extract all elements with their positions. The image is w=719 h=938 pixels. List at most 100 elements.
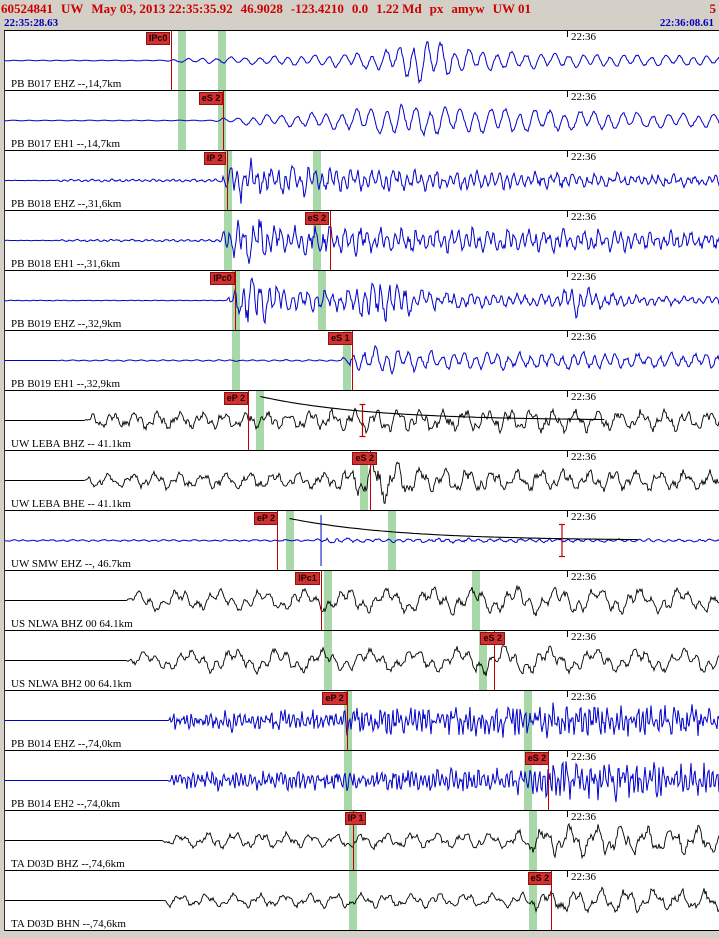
station-label: PB B017 EH1 --,14,7km bbox=[11, 138, 121, 150]
trace-panel[interactable]: 22:36 eP 2 PB B014 EHZ --,74,0km bbox=[5, 691, 719, 751]
event-analyst: amyw bbox=[451, 1, 485, 16]
minute-label: 22:36 bbox=[570, 31, 597, 43]
phase-pick-flag[interactable]: eS 2 bbox=[352, 452, 377, 465]
minute-label: 22:36 bbox=[570, 631, 597, 643]
phase-pick-line[interactable] bbox=[235, 271, 237, 330]
event-network: UW bbox=[61, 1, 84, 16]
phase-pick-line[interactable] bbox=[321, 571, 323, 630]
seismogram-trace bbox=[5, 103, 719, 138]
station-label: TA D03D BHZ --,74,6km bbox=[11, 858, 125, 870]
pick-window-bar bbox=[217, 91, 226, 150]
minute-tick-icon bbox=[566, 811, 568, 817]
event-header: 60524841 UW May 03, 2013 22:35:35.92 46.… bbox=[0, 0, 719, 18]
trace-panel[interactable]: 22:36 eP 2 UW LEBA BHZ -- 41.1km bbox=[5, 391, 719, 451]
phase-pick-line[interactable] bbox=[494, 631, 496, 690]
seismogram-trace bbox=[5, 276, 719, 325]
waveform-polyline bbox=[5, 103, 719, 138]
trace-panel[interactable]: 22:36 eS 2 PB B018 EH1 --,31,6km bbox=[5, 211, 719, 271]
waveform-polyline bbox=[5, 219, 719, 264]
seismogram-trace bbox=[5, 515, 719, 566]
minute-label: 22:36 bbox=[570, 571, 597, 583]
seismogram-trace bbox=[5, 395, 719, 438]
phase-pick-line[interactable] bbox=[248, 391, 250, 450]
station-label: UW LEBA BHZ -- 41.1km bbox=[11, 438, 131, 450]
origin-time: May 03, 2013 22:35:35.92 bbox=[91, 1, 233, 16]
minute-label: 22:36 bbox=[570, 811, 597, 823]
phase-pick-line[interactable] bbox=[551, 871, 553, 930]
phase-pick-flag[interactable]: IPc0 bbox=[145, 32, 171, 45]
phase-pick-flag[interactable]: eS 1 bbox=[328, 332, 353, 345]
event-depth: 0.0 bbox=[351, 1, 369, 16]
phase-pick-line[interactable] bbox=[227, 151, 229, 210]
trace-panel[interactable]: 22:36 IPc0 PB B017 EHZ --,14,7km bbox=[5, 31, 719, 91]
minute-tick-icon bbox=[566, 631, 568, 637]
minute-label: 22:36 bbox=[570, 451, 597, 463]
phase-pick-flag[interactable]: eS 2 bbox=[524, 752, 550, 765]
trace-panel[interactable]: 22:36 IP 2 PB B018 EHZ --,31,6km bbox=[5, 151, 719, 211]
minute-label: 22:36 bbox=[570, 91, 597, 103]
phase-pick-flag[interactable]: IP 2 bbox=[203, 152, 226, 165]
time-range-bar: 22:35:28.63 22:36:08.61 bbox=[0, 17, 719, 30]
phase-pick-flag[interactable]: eS 2 bbox=[304, 212, 330, 225]
phase-pick-flag[interactable]: eP 2 bbox=[253, 512, 279, 525]
minute-tick-icon bbox=[566, 31, 568, 37]
pick-window-bar bbox=[312, 151, 321, 210]
seismogram-trace bbox=[5, 40, 719, 85]
trace-panel[interactable]: 22:36 eS 2 US NLWA BH2 00 64.1km bbox=[5, 631, 719, 691]
trace-panel[interactable]: 22:36 eS 2 PB B017 EH1 --,14,7km bbox=[5, 91, 719, 151]
phase-pick-line[interactable] bbox=[277, 511, 279, 570]
minute-tick-icon bbox=[566, 751, 568, 757]
phase-pick-flag[interactable]: eS 2 bbox=[527, 872, 553, 885]
phase-pick-line[interactable] bbox=[329, 211, 331, 270]
minute-label: 22:36 bbox=[570, 391, 597, 403]
station-label: PB B018 EHZ --,31,6km bbox=[11, 198, 122, 210]
seismogram-trace bbox=[5, 645, 719, 677]
trace-panel[interactable]: 22:36 IPc0 PB B019 EHZ --,32,9km bbox=[5, 271, 719, 331]
minute-tick-icon bbox=[566, 271, 568, 277]
trace-panel[interactable]: 22:36 IPc1 US NLWA BHZ 00 64.1km bbox=[5, 571, 719, 631]
trace-panel[interactable]: 22:36 IP 1 TA D03D BHZ --,74,6km bbox=[5, 811, 719, 871]
pick-window-bar bbox=[479, 631, 488, 690]
phase-pick-line[interactable] bbox=[353, 811, 355, 870]
phase-pick-flag[interactable]: eP 2 bbox=[223, 392, 249, 405]
phase-pick-flag[interactable]: eS 2 bbox=[198, 92, 224, 105]
event-magnitude: 1.22 Md bbox=[376, 1, 422, 16]
phase-pick-line[interactable] bbox=[548, 751, 550, 810]
seismogram-trace bbox=[5, 461, 719, 505]
phase-pick-line[interactable] bbox=[170, 31, 172, 90]
station-label: PB B018 EH1 --,31,6km bbox=[11, 258, 121, 270]
phase-pick-flag[interactable]: eP 2 bbox=[322, 692, 347, 705]
phase-pick-line[interactable] bbox=[346, 691, 348, 750]
pick-window-bar bbox=[472, 571, 481, 630]
coda-decay-curve bbox=[260, 395, 605, 421]
phase-pick-flag[interactable]: IPc0 bbox=[210, 272, 235, 285]
phase-pick-line[interactable] bbox=[352, 331, 354, 390]
phase-pick-line[interactable] bbox=[223, 91, 225, 150]
minute-tick-icon bbox=[566, 331, 568, 337]
coda-decay-curve bbox=[289, 517, 638, 541]
event-region: UW 01 bbox=[492, 1, 532, 16]
phase-pick-flag[interactable]: IP 1 bbox=[344, 812, 367, 825]
minute-label: 22:36 bbox=[570, 211, 597, 223]
station-label: UW SMW EHZ --, 46.7km bbox=[11, 558, 131, 570]
pick-window-bar bbox=[528, 811, 537, 870]
seismogram-trace bbox=[5, 886, 719, 914]
pick-window-bar bbox=[523, 751, 532, 810]
trace-panel[interactable]: 22:36 eP 2 UW SMW EHZ --, 46.7km bbox=[5, 511, 719, 571]
phase-pick-flag[interactable]: IPc1 bbox=[295, 572, 320, 585]
pick-window-bar bbox=[349, 871, 358, 930]
phase-pick-line[interactable] bbox=[370, 451, 372, 510]
seismogram-trace bbox=[5, 702, 719, 739]
station-label: UW LEBA BHE -- 41.1km bbox=[11, 498, 131, 510]
trace-panel[interactable]: 22:36 eS 2 UW LEBA BHE -- 41.1km bbox=[5, 451, 719, 511]
waveform-polyline bbox=[5, 886, 719, 914]
trace-panel[interactable]: 22:36 eS 1 PB B019 EH1 --,32,9km bbox=[5, 331, 719, 391]
trace-panel[interactable]: 22:36 eS 2 TA D03D BHN --,74,6km bbox=[5, 871, 719, 931]
minute-label: 22:36 bbox=[570, 271, 597, 283]
station-label: PB B014 EH2 --,74,0km bbox=[11, 798, 121, 810]
trace-panel[interactable]: 22:36 eS 2 PB B014 EH2 --,74,0km bbox=[5, 751, 719, 811]
phase-pick-flag[interactable]: eS 2 bbox=[480, 632, 505, 645]
event-status: px bbox=[429, 1, 444, 16]
waveform-polyline bbox=[5, 761, 719, 803]
